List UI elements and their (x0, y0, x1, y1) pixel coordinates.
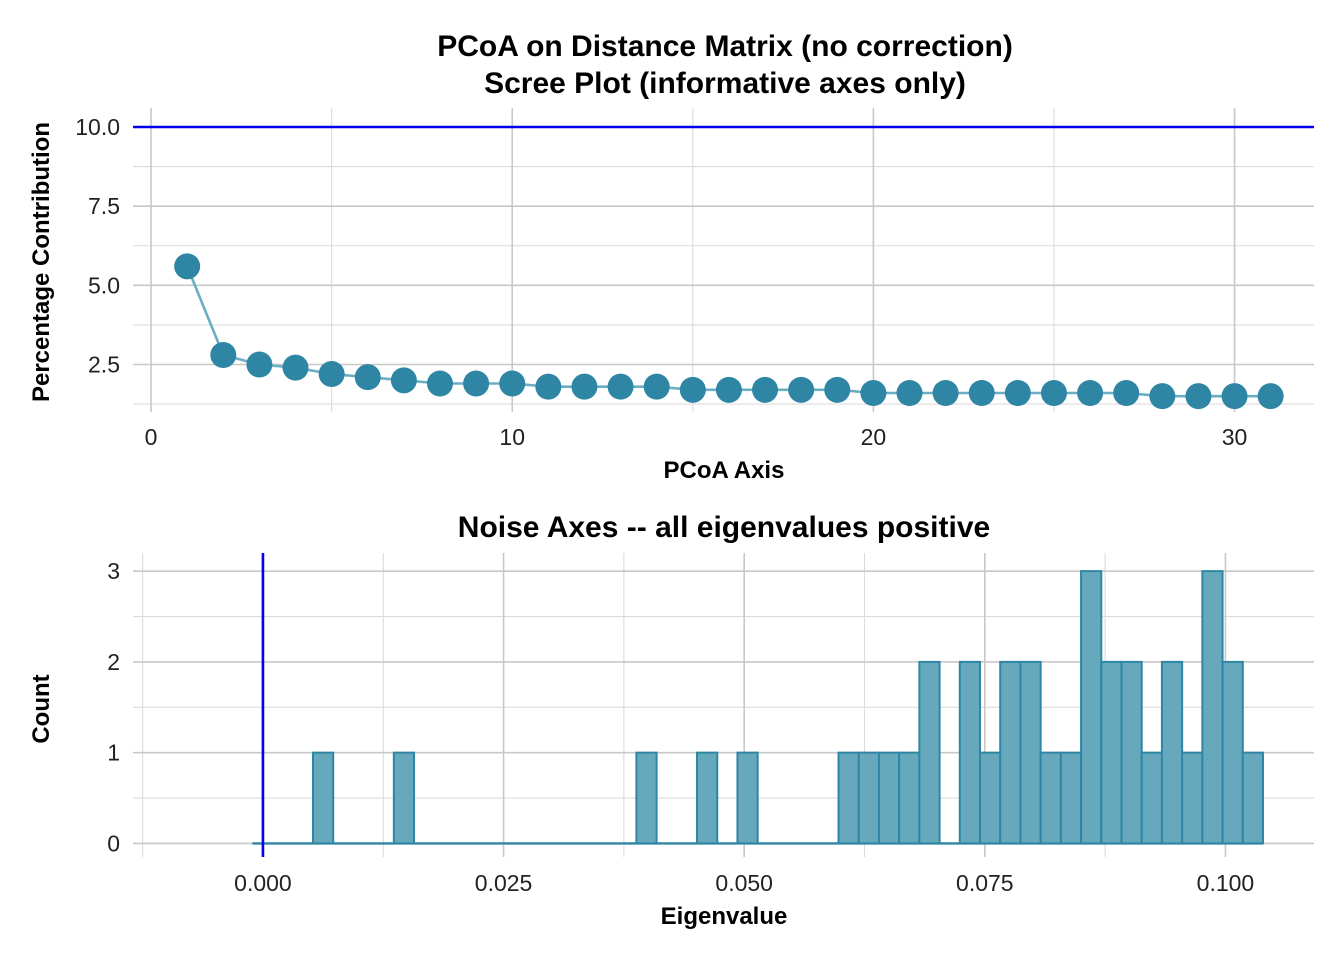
scree-point (752, 376, 779, 403)
scree-point (643, 373, 670, 400)
histogram-bar (857, 751, 880, 845)
histogram-y-tick-label: 0 (107, 830, 120, 856)
histogram-x-tick-label: 0.075 (956, 870, 1014, 896)
histogram-x-tick-label: 0.025 (475, 870, 533, 896)
histogram-y-tick-labels: 0 1 2 3 (107, 558, 120, 856)
scree-point (246, 351, 273, 378)
histogram-x-tick-label: 0.100 (1197, 870, 1255, 896)
scree-y-tick-label: 5.0 (88, 272, 120, 298)
histogram-bar (736, 751, 759, 845)
histogram-bar (918, 660, 941, 845)
histogram-x-tick-label: 0.050 (715, 870, 773, 896)
scree-point (354, 364, 381, 391)
scree-panel: PCoA on Distance Matrix (no correction) … (28, 30, 1314, 484)
scree-point (1257, 383, 1284, 410)
scree-points (174, 253, 1284, 410)
histogram-bar (392, 751, 416, 845)
histogram-bar (1100, 660, 1123, 845)
scree-point (282, 354, 309, 381)
histogram-y-tick-label: 2 (107, 649, 120, 675)
scree-point (788, 376, 815, 403)
scree-point (824, 376, 851, 403)
scree-point (715, 376, 742, 403)
scree-point (1113, 380, 1140, 406)
histogram-bar (1140, 751, 1163, 845)
histogram-x-tick-label: 0.000 (234, 870, 292, 896)
scree-point (1149, 383, 1176, 410)
scree-point (1221, 383, 1248, 410)
scree-point (210, 342, 237, 368)
histogram-bar (1201, 570, 1224, 845)
histogram-bars (252, 570, 1264, 845)
histogram-bar (1080, 570, 1103, 845)
histogram-y-tick-label: 3 (107, 558, 120, 584)
scree-point (1040, 380, 1067, 406)
histogram-x-axis-title: Eigenvalue (661, 903, 788, 930)
scree-y-axis-title: Percentage Contribution (28, 122, 55, 402)
histogram-bar (958, 660, 982, 845)
histogram-bar (979, 751, 1002, 845)
scree-x-tick-label: 0 (145, 424, 158, 450)
histogram-bar (1241, 751, 1264, 845)
histogram-panel: Noise Axes -- all eigenvalues positive 0… (28, 511, 1314, 930)
scree-x-tick-label: 30 (1222, 424, 1248, 450)
scree-point (1077, 380, 1104, 406)
scree-x-tick-label: 20 (861, 424, 887, 450)
histogram-bar (1221, 660, 1244, 845)
scree-point (499, 370, 526, 397)
histogram-bar (1059, 751, 1083, 845)
histogram-bar (311, 751, 335, 845)
histogram-y-tick-label: 1 (107, 740, 120, 766)
scree-gridlines (133, 108, 1314, 412)
scree-subtitle: Scree Plot (informative axes only) (484, 67, 966, 100)
histogram-bar (1160, 660, 1184, 845)
scree-y-tick-label: 10.0 (75, 114, 120, 140)
histogram-y-axis-title: Count (28, 674, 55, 743)
scree-point (932, 380, 959, 406)
histogram-bar (1019, 660, 1042, 845)
scree-y-tick-label: 7.5 (88, 193, 120, 219)
scree-point (426, 370, 453, 397)
scree-point (679, 376, 706, 403)
histogram-bar (999, 660, 1022, 845)
scree-title: PCoA on Distance Matrix (no correction) (437, 30, 1013, 63)
scree-point (571, 373, 598, 400)
scree-y-tick-label: 2.5 (88, 352, 120, 378)
scree-point (463, 370, 490, 397)
scree-x-tick-label: 10 (499, 424, 525, 450)
scree-x-axis-title: PCoA Axis (664, 457, 785, 484)
histogram-x-tick-labels: 0.000 0.025 0.050 0.075 0.100 (234, 870, 1254, 896)
scree-point (607, 373, 634, 400)
histogram-bar (1181, 751, 1204, 845)
scree-point (535, 373, 562, 400)
histogram-title: Noise Axes -- all eigenvalues positive (458, 511, 990, 544)
histogram-bar (1120, 660, 1143, 845)
scree-point (968, 380, 995, 406)
histogram-bar (1039, 751, 1062, 845)
histogram-bar (877, 751, 901, 845)
scree-y-tick-labels: 2.5 5.0 7.5 10.0 (75, 114, 120, 378)
scree-point (390, 367, 417, 394)
histogram-bar (696, 751, 719, 845)
scree-point (174, 253, 201, 280)
histogram-bar (635, 751, 658, 845)
histogram-bar (837, 751, 860, 845)
histogram-bar (898, 751, 921, 845)
scree-point (896, 380, 923, 406)
scree-point (860, 380, 887, 406)
scree-point (318, 361, 345, 387)
scree-point (1185, 383, 1212, 410)
scree-x-tick-labels: 0 10 20 30 (145, 424, 1248, 450)
scree-point (1004, 380, 1031, 406)
